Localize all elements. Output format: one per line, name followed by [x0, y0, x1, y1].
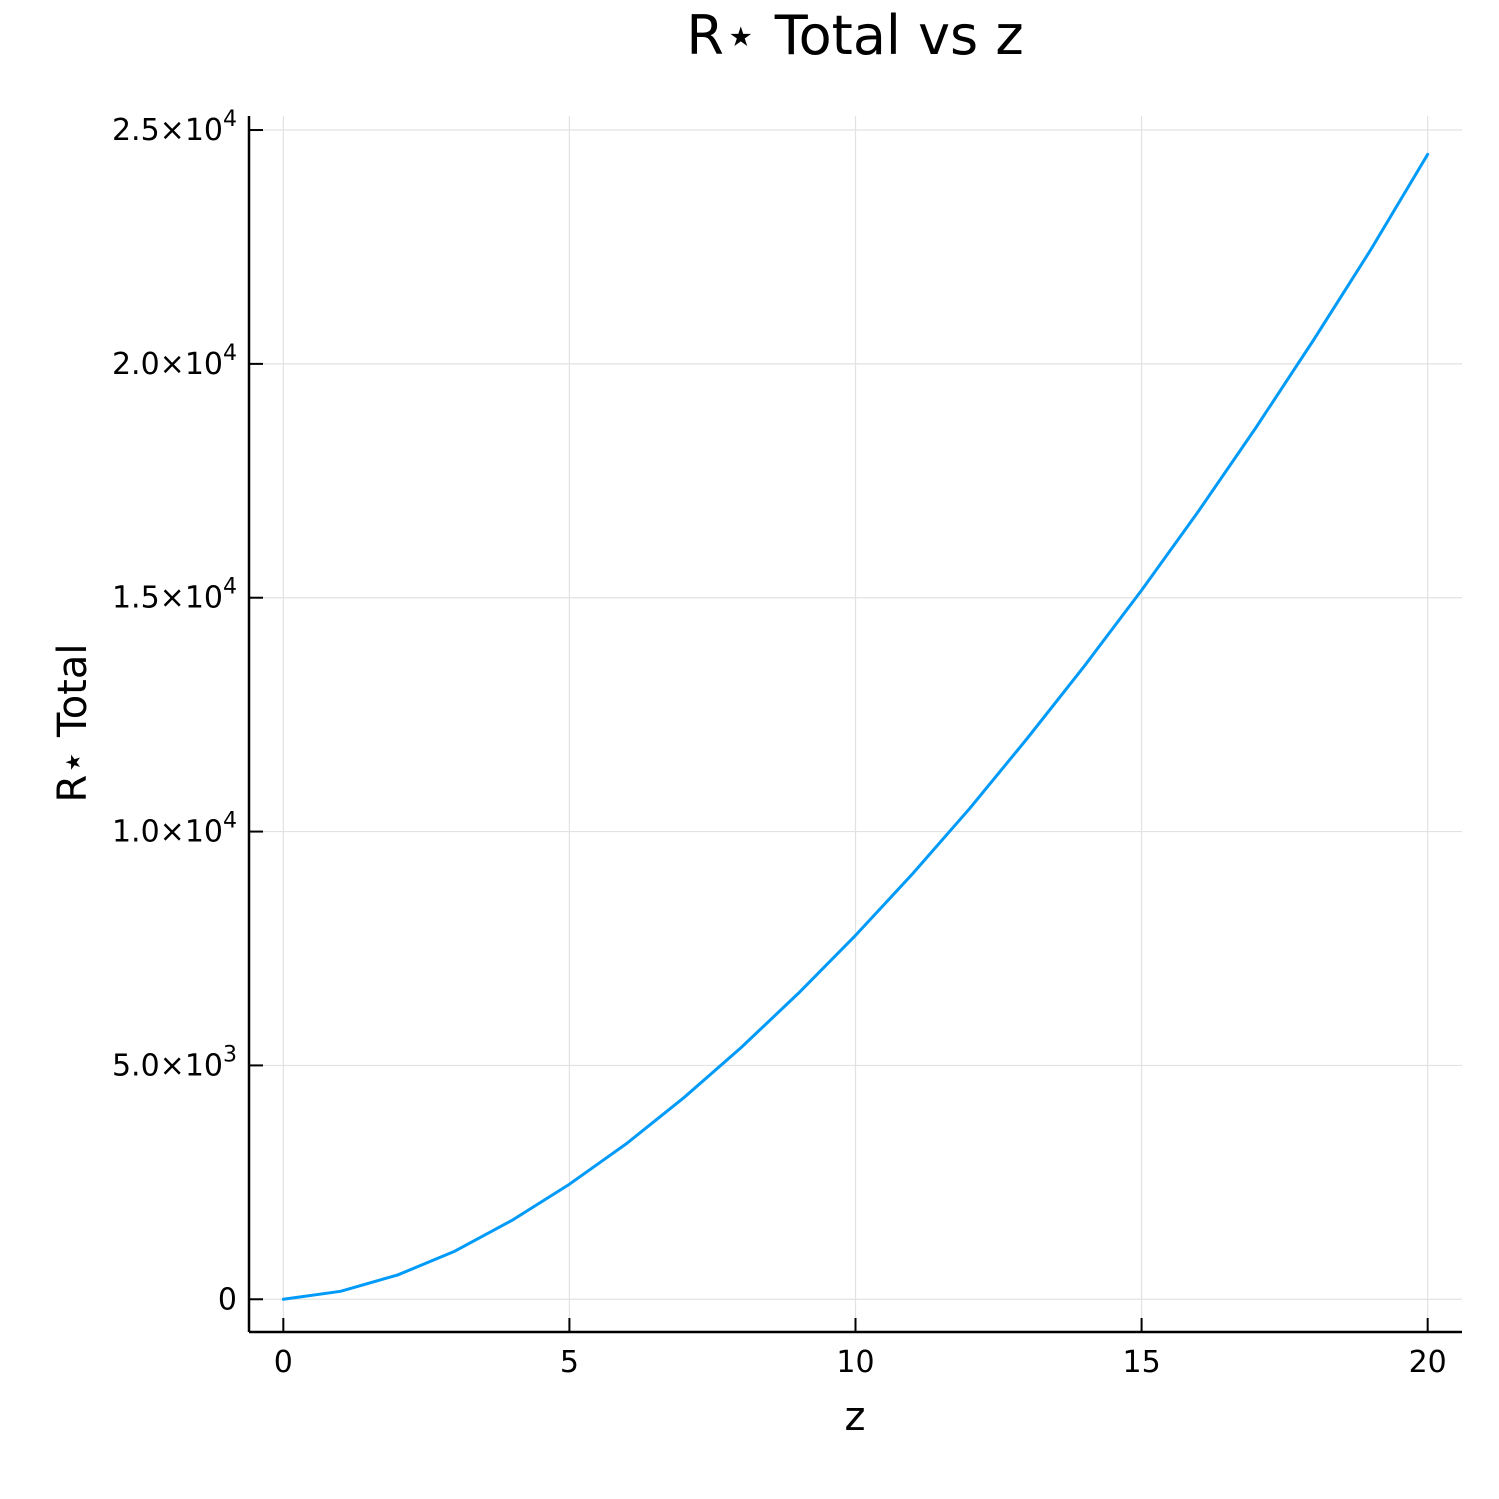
- grid-lines: [249, 116, 1462, 1332]
- y-tick-label: 2.5×104: [112, 107, 237, 148]
- x-tick-label: 0: [274, 1345, 293, 1380]
- series-line: [281, 152, 1430, 1301]
- series-layer: [281, 152, 1430, 1301]
- y-tick-label: 5.0×103: [112, 1042, 237, 1083]
- x-tick-label: 5: [560, 1345, 579, 1380]
- x-axis-label: z: [845, 1394, 866, 1440]
- chart-title: R⋆ Total vs z: [686, 4, 1023, 67]
- y-tick-label: 1.5×104: [112, 575, 237, 616]
- y-tick-label: 2.0×104: [112, 341, 237, 382]
- x-tick-label: 15: [1122, 1345, 1160, 1380]
- x-tick-label: 20: [1409, 1345, 1447, 1380]
- x-tick-label: 10: [836, 1345, 874, 1380]
- y-tick-label: 0: [218, 1282, 237, 1317]
- ticks: 0 5 10 15 20 0 5.0×103 1.0×104 1.5×104 2.0×104 2.5…: [112, 107, 1447, 1380]
- y-tick-label: 1.0×104: [112, 809, 237, 850]
- y-axis-label: R⋆ Total: [50, 644, 96, 803]
